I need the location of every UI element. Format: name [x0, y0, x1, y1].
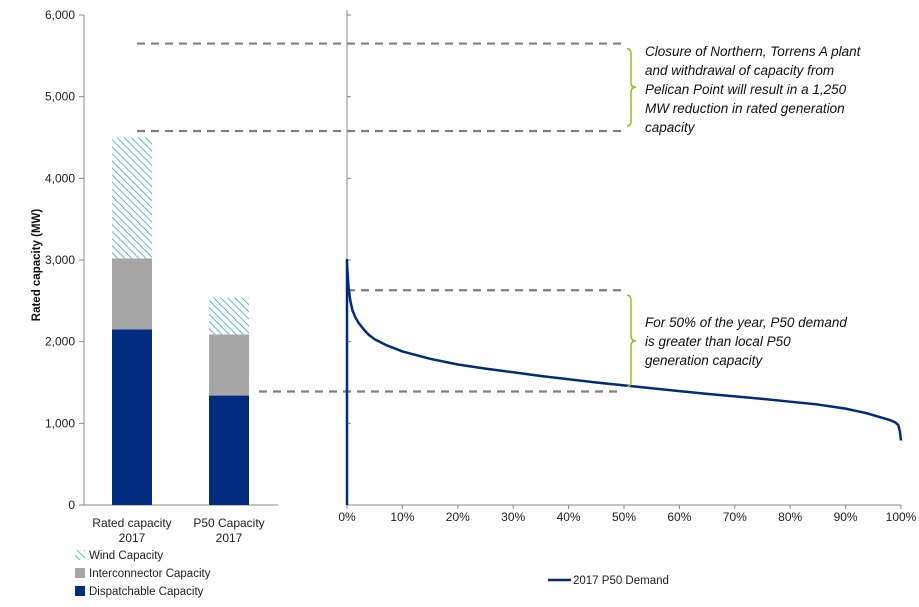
x-category-label: P50 Capacity	[193, 516, 264, 530]
bar-wind-capacity	[112, 137, 152, 259]
x-tick-label: 30%	[501, 510, 525, 524]
x-category-label: Rated capacity	[92, 516, 171, 530]
y-axis-title: Rated capacity (MW)	[31, 209, 43, 322]
bar-dispatchable-capacity	[112, 329, 152, 505]
annotation-text: For 50% of the year, P50 demand	[645, 315, 847, 330]
annotation-bracket	[626, 294, 637, 388]
x-category-label: 2017	[216, 531, 243, 545]
legend-swatch	[75, 550, 85, 560]
bar-interconnector-capacity	[112, 258, 152, 330]
legend-label: Wind Capacity	[89, 550, 163, 562]
legend-label: Interconnector Capacity	[89, 568, 211, 580]
annotation-text: Pelican Point will result in a 1,250	[645, 82, 847, 97]
x-tick-label: 40%	[557, 510, 581, 524]
y-tick-label: 4,000	[45, 171, 75, 185]
y-tick-label: 1,000	[45, 416, 75, 430]
bar-chart-panel: 0 1,000 2,000 3,000 4,000 5,000 6,000 Rated cap…	[31, 8, 278, 598]
demand-curve-panel: 0% 10% 20% 30% 40% 50% 60% 70% 80% 90% 100% 2017 P5…	[338, 10, 917, 587]
annotation-text: and withdrawal of capacity from	[645, 63, 834, 78]
annotation-text: capacity	[645, 120, 696, 135]
x-tick-label: 0%	[338, 510, 356, 524]
annotation-text: Closure of Northern, Torrens A plant	[645, 44, 862, 59]
annotation-text: is greater than local P50	[645, 334, 791, 349]
x-tick-label: 10%	[390, 510, 414, 524]
demand-curve-line	[345, 258, 903, 505]
annotation-text: generation capacity	[645, 353, 763, 368]
y-tick-label: 6,000	[45, 8, 75, 22]
legend-swatch	[75, 586, 85, 596]
bar-interconnector-capacity	[209, 334, 249, 396]
bar-wind-capacity	[209, 297, 249, 335]
x-tick-label: 100%	[886, 510, 917, 524]
x-tick-label: 70%	[723, 510, 747, 524]
x-tick-label: 80%	[778, 510, 802, 524]
annotation-bracket	[626, 47, 637, 127]
bar-dispatchable-capacity	[209, 395, 249, 505]
y-tick-label: 2,000	[45, 335, 75, 349]
legend-swatch	[75, 568, 85, 578]
legend-label: 2017 P50 Demand	[573, 575, 669, 587]
annotations-layer: Closure of Northern, Torrens A plant and …	[626, 44, 862, 388]
y-tick-label: 5,000	[45, 90, 75, 104]
y-tick-label: 0	[68, 498, 75, 512]
reference-lines-layer	[137, 42, 622, 393]
x-tick-label: 50%	[612, 510, 636, 524]
legend-label: Dispatchable Capacity	[89, 586, 204, 598]
x-tick-label: 90%	[834, 510, 858, 524]
x-tick-label: 60%	[667, 510, 691, 524]
x-tick-label: 20%	[446, 510, 470, 524]
y-tick-label: 3,000	[45, 253, 75, 267]
x-category-label: 2017	[119, 531, 146, 545]
annotation-text: MW reduction in rated generation	[645, 101, 845, 116]
